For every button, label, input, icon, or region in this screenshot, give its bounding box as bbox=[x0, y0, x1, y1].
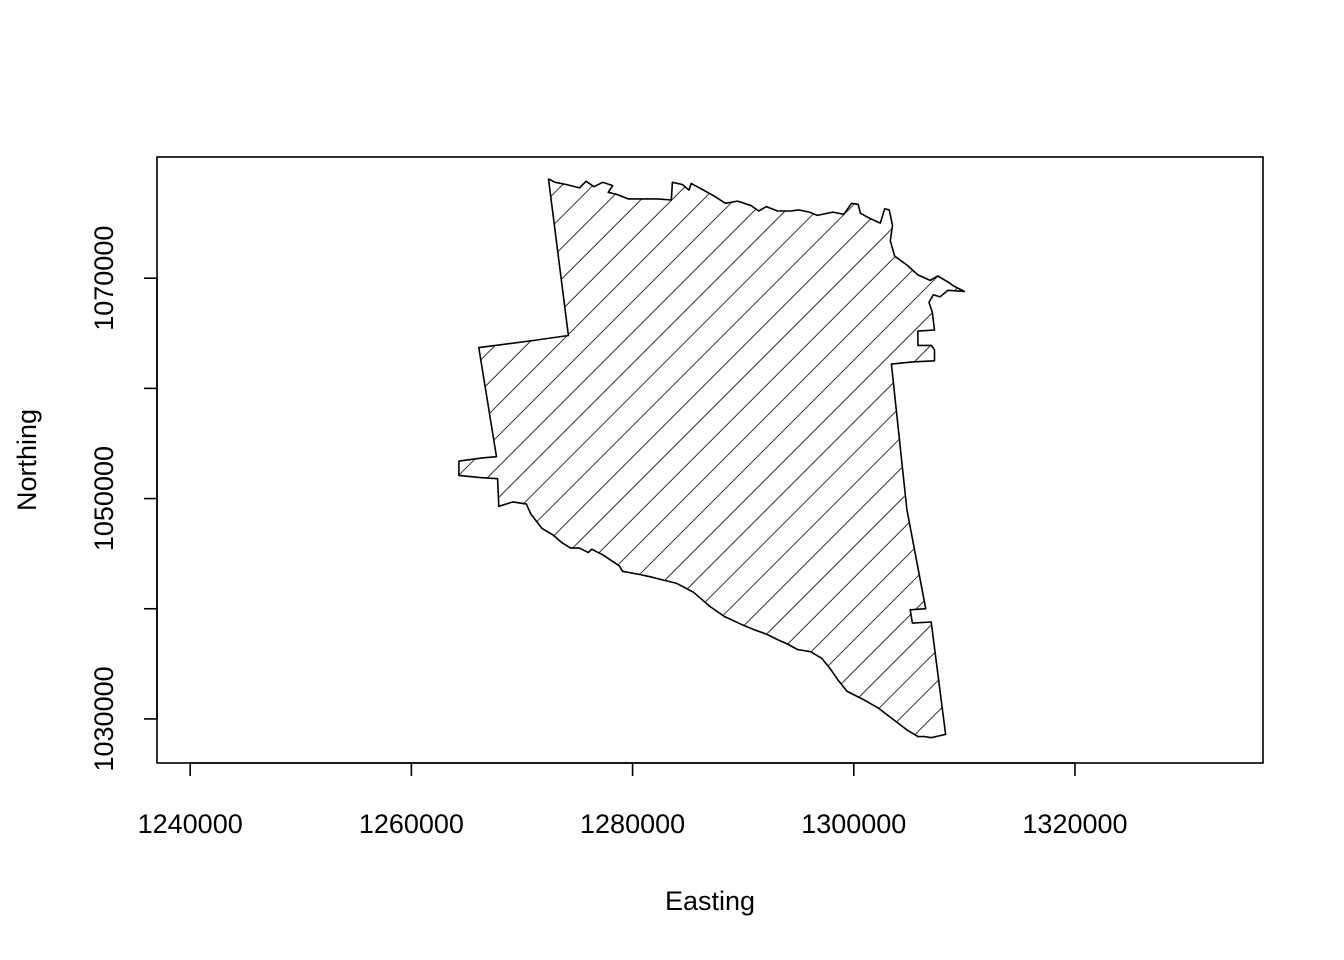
y-tick-label: 1050000 bbox=[89, 446, 119, 551]
x-tick-label: 1280000 bbox=[580, 809, 685, 839]
x-tick-label: 1240000 bbox=[138, 809, 243, 839]
region-polygon bbox=[458, 178, 966, 739]
x-tick-label: 1260000 bbox=[359, 809, 464, 839]
x-tick-label: 1320000 bbox=[1022, 809, 1127, 839]
y-tick-label: 1070000 bbox=[89, 226, 119, 331]
polygon-layer bbox=[458, 178, 966, 739]
x-axis-title: Easting bbox=[665, 886, 755, 916]
y-tick-label: 1030000 bbox=[89, 666, 119, 771]
y-axis-title: Northing bbox=[12, 409, 42, 511]
x-tick-label: 1300000 bbox=[801, 809, 906, 839]
x-axis: 1240000 1260000 1280000 1300000 1320000 bbox=[138, 762, 1128, 839]
y-axis: 1030000 1050000 1070000 bbox=[89, 226, 158, 771]
